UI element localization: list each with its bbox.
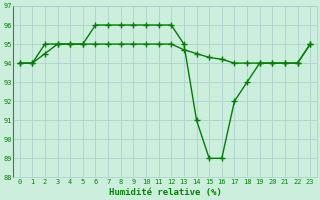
X-axis label: Humidité relative (%): Humidité relative (%) [108, 188, 221, 197]
